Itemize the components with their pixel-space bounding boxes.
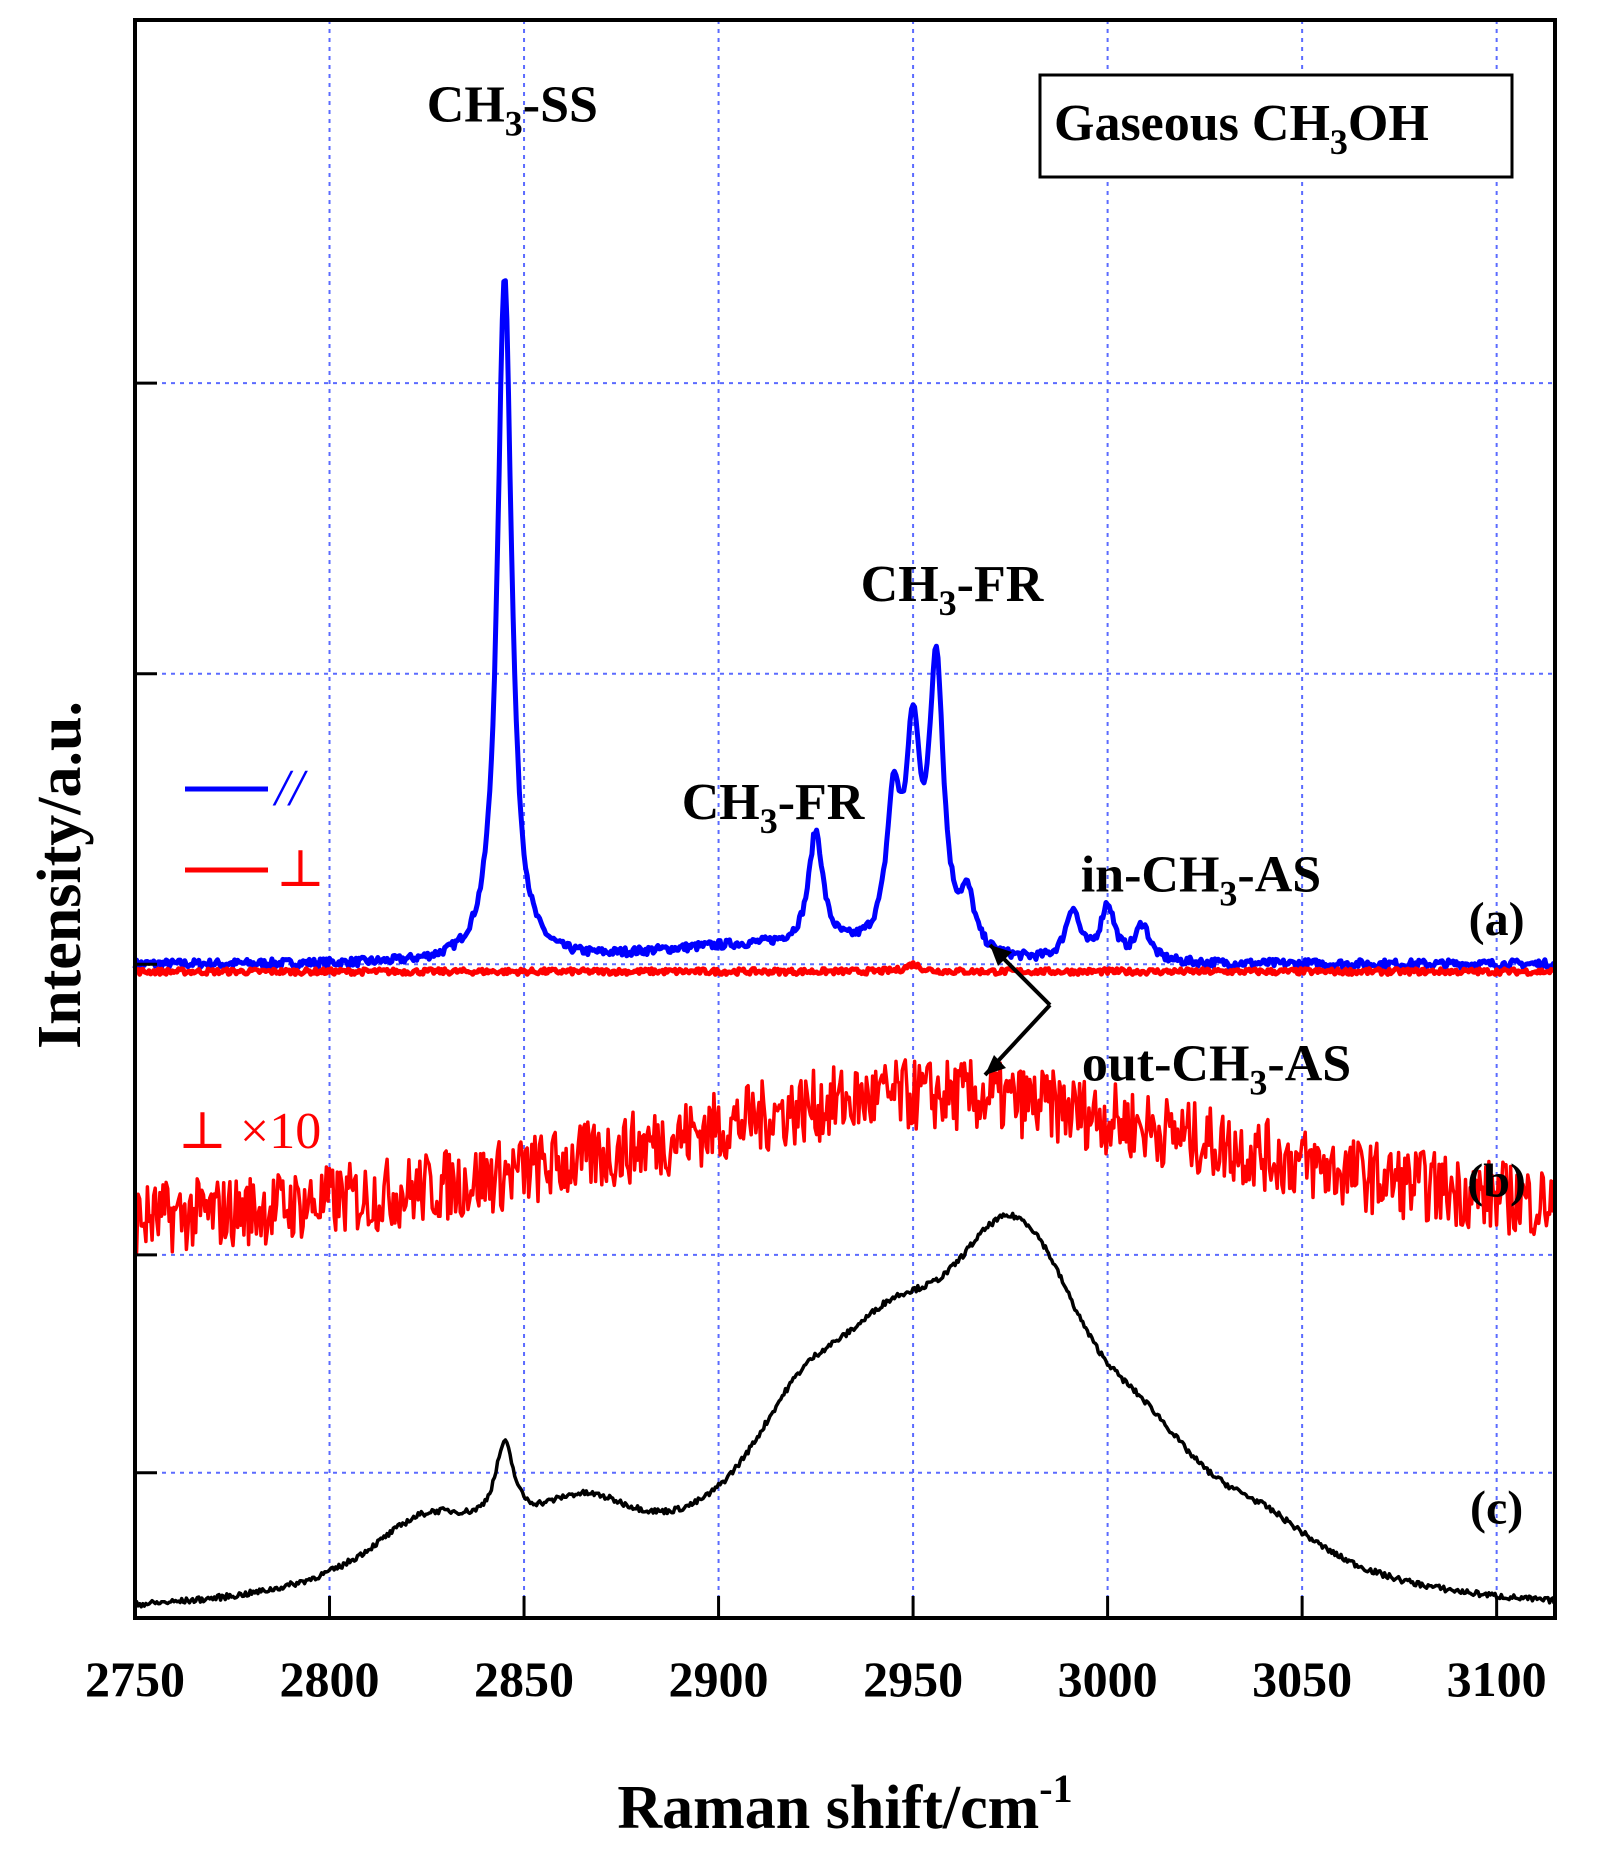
- peak-annotation: CH3-FR: [682, 774, 866, 841]
- series-line: [133, 1058, 1556, 1255]
- legend: // ⊥ ⊥ ×10: [178, 760, 325, 1160]
- inset-box: Gaseous CH3OH: [1038, 73, 1514, 179]
- tick-layer: 2750 2800 2850 2900 2950 3000 3050 3100: [85, 381, 1547, 1707]
- plot-frame: [133, 18, 1557, 1620]
- panel-label: (b): [1467, 1155, 1526, 1208]
- peak-annotation: out-CH3-AS: [1082, 1035, 1351, 1102]
- x-tick-label: 2850: [474, 1651, 574, 1707]
- panel-label: (c): [1470, 1482, 1523, 1535]
- peak-annotation: in-CH3-AS: [1081, 847, 1321, 914]
- legend-label-perp-x10: ⊥ ×10: [178, 1103, 321, 1160]
- y-axis-title: Intensity/a.u.: [26, 701, 94, 1049]
- panel-label: (a): [1469, 893, 1525, 946]
- series-line: [133, 1211, 1556, 1609]
- arrowhead-a: [990, 945, 1012, 966]
- x-tick-label: 2950: [863, 1651, 963, 1707]
- series-line: [133, 960, 1556, 977]
- peak-annotation: CH3-FR: [861, 556, 1045, 623]
- legend-label-parallel: //: [272, 760, 308, 817]
- annotation-layer: CH3-SS CH3-FR CH3-FR in-CH3-AS out-CH3-AS (a)…: [427, 77, 1526, 1535]
- arrowhead-b: [985, 1055, 1006, 1075]
- x-tick-label: 3050: [1252, 1651, 1352, 1707]
- x-tick-label: 2800: [280, 1651, 380, 1707]
- legend-label-perpendicular: ⊥: [276, 841, 325, 898]
- x-tick-label: 2900: [669, 1651, 769, 1707]
- inset-box-text: Gaseous CH3OH: [1054, 95, 1429, 162]
- x-tick-label: 3000: [1058, 1651, 1158, 1707]
- annotation-arrows: [983, 943, 1052, 1077]
- series-layer: [132, 278, 1557, 1609]
- x-axis-title: Raman shift/cm-1: [617, 1766, 1072, 1842]
- x-tick-label: 3100: [1447, 1651, 1547, 1707]
- grid-layer: [135, 20, 1555, 1618]
- peak-annotation: CH3-SS: [427, 77, 598, 144]
- x-tick-label: 2750: [85, 1651, 185, 1707]
